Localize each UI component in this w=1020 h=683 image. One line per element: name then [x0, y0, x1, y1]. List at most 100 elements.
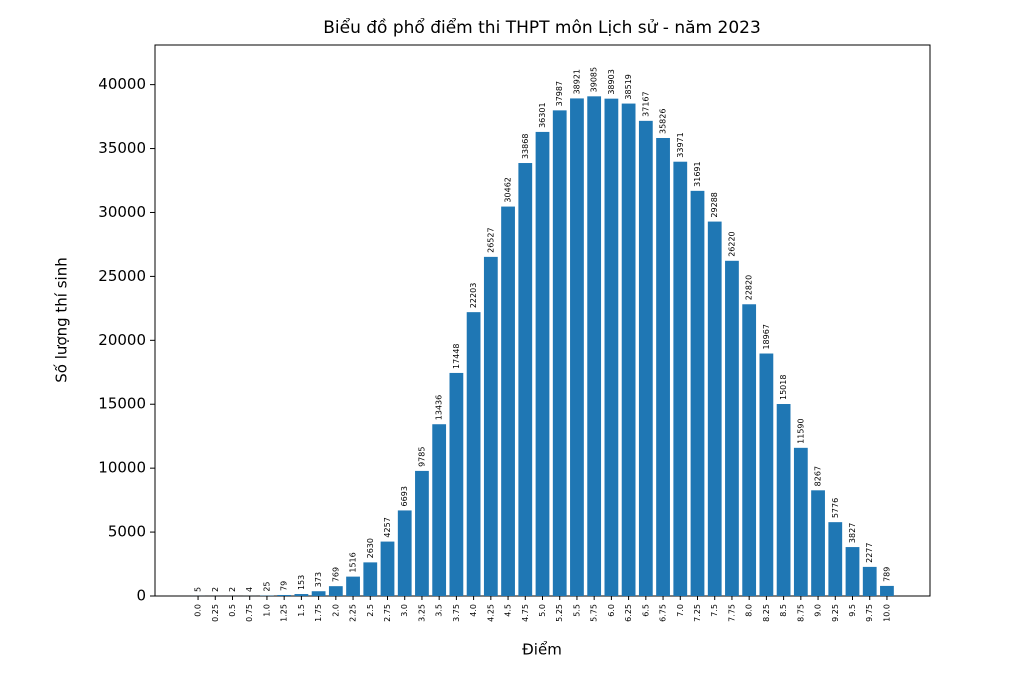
y-axis-label: Số lượng thí sinh	[53, 257, 71, 382]
bar	[570, 98, 584, 597]
value-label: 38903	[607, 69, 616, 94]
x-tick-label: 1.5	[297, 604, 306, 617]
value-label: 2	[228, 587, 237, 592]
x-tick-label: 0.75	[245, 604, 254, 622]
value-label: 13436	[435, 395, 444, 420]
bar	[432, 424, 447, 596]
value-label: 3827	[848, 523, 857, 543]
bar	[466, 312, 481, 596]
y-tick-label: 40000	[98, 75, 146, 93]
y-tick-label: 10000	[98, 459, 146, 477]
value-label: 2	[211, 587, 220, 592]
bar	[346, 576, 360, 596]
x-tick-label: 7.25	[693, 604, 702, 622]
value-label: 33971	[676, 132, 685, 157]
value-label: 33868	[521, 134, 530, 159]
bar	[656, 137, 670, 596]
value-label: 39085	[590, 67, 599, 92]
y-tick-label: 15000	[98, 395, 146, 413]
bar	[862, 566, 877, 596]
x-tick-label: 4.0	[469, 604, 478, 617]
x-tick-label: 4.5	[504, 604, 513, 617]
bar	[759, 353, 774, 596]
value-label: 37167	[641, 91, 650, 116]
x-tick-label: 5.25	[555, 604, 564, 622]
y-tick-label: 20000	[98, 331, 146, 349]
value-label: 5776	[831, 498, 840, 518]
bar	[397, 510, 412, 596]
bar	[277, 594, 292, 596]
value-label: 35826	[659, 109, 668, 134]
x-tick-label: 9.75	[865, 604, 874, 622]
x-tick-label: 6.0	[607, 604, 616, 617]
x-tick-label: 1.25	[280, 604, 289, 622]
x-tick-label: 3.75	[452, 604, 461, 622]
value-label: 6693	[400, 486, 409, 506]
x-axis-label: Điểm	[522, 641, 562, 659]
bar	[311, 591, 326, 596]
bar	[673, 161, 688, 597]
bar	[638, 120, 653, 597]
y-tick-label: 30000	[98, 203, 146, 221]
value-label: 22820	[745, 275, 754, 300]
value-label: 30462	[504, 177, 513, 202]
value-label: 38519	[624, 74, 633, 99]
value-label: 36301	[538, 102, 547, 127]
bar	[587, 96, 602, 597]
x-tick-label: 10.0	[882, 604, 891, 622]
value-label: 789	[882, 567, 891, 582]
x-tick-label: 1.75	[314, 604, 323, 622]
value-label: 18967	[762, 324, 771, 349]
bar	[793, 447, 808, 596]
bar	[328, 586, 343, 596]
x-tick-label: 0.25	[211, 604, 220, 622]
bar	[501, 206, 515, 596]
bar	[621, 103, 636, 597]
bar	[725, 260, 739, 596]
x-tick-label: 0.5	[228, 604, 237, 617]
value-label: 5	[194, 587, 203, 592]
x-tick-label: 2.25	[349, 604, 358, 622]
x-tick-label: 1.0	[262, 604, 271, 617]
value-label: 8267	[814, 466, 823, 486]
y-tick-label: 5000	[108, 523, 146, 541]
bar	[690, 190, 705, 596]
x-tick-label: 2.75	[383, 604, 392, 622]
x-tick-label: 9.0	[814, 604, 823, 617]
value-label: 37987	[555, 81, 564, 106]
x-tick-label: 7.0	[676, 604, 685, 617]
value-label: 22203	[469, 283, 478, 308]
value-label: 25	[262, 581, 271, 591]
value-label: 11590	[796, 418, 805, 443]
x-tick-label: 0.0	[194, 604, 203, 617]
value-label: 769	[331, 567, 340, 582]
value-label: 9785	[417, 447, 426, 467]
bar	[880, 585, 894, 596]
value-label: 17448	[452, 343, 461, 368]
bar	[776, 404, 791, 596]
bar	[518, 163, 533, 597]
x-tick-label: 6.25	[624, 604, 633, 622]
x-tick-label: 8.0	[745, 604, 754, 617]
x-tick-label: 7.75	[727, 604, 736, 622]
bar	[604, 98, 619, 596]
value-label: 79	[280, 581, 289, 591]
bar	[449, 372, 464, 596]
bar	[828, 522, 843, 596]
x-tick-label: 4.75	[521, 604, 530, 622]
x-tick-label: 3.25	[417, 604, 426, 622]
bar	[707, 221, 722, 596]
y-tick-label: 0	[136, 587, 146, 605]
bar	[811, 490, 825, 596]
value-label: 4257	[383, 517, 392, 537]
bar	[845, 547, 860, 596]
x-tick-label: 5.5	[572, 604, 581, 617]
x-tick-label: 9.25	[831, 604, 840, 622]
x-tick-label: 8.75	[796, 604, 805, 622]
x-tick-label: 7.5	[710, 604, 719, 617]
value-label: 29288	[710, 192, 719, 217]
value-label: 26527	[486, 227, 495, 252]
value-label: 2277	[865, 543, 874, 563]
value-label: 31691	[693, 161, 702, 186]
